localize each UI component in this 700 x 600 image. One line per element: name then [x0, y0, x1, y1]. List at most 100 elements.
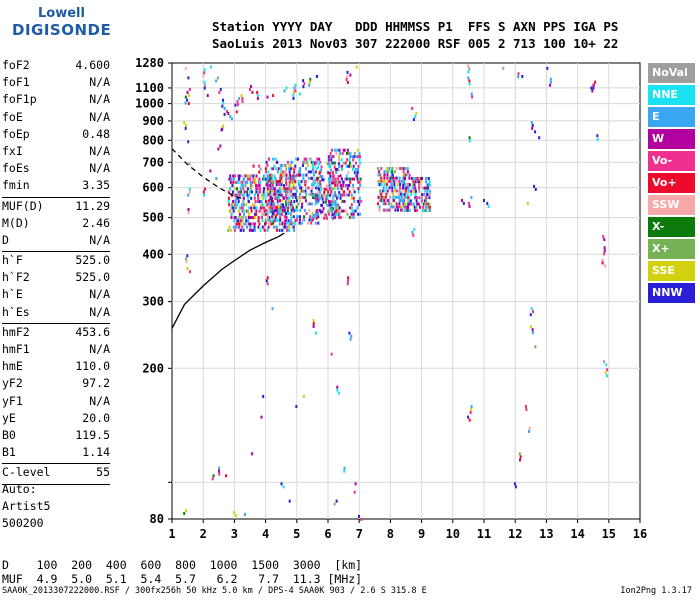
echo-point [389, 183, 392, 187]
param-name: D [2, 232, 9, 247]
echo-point [606, 374, 609, 378]
echo-point [356, 171, 359, 175]
echo-point [270, 173, 273, 177]
echo-point [310, 221, 313, 225]
auto-label: Auto: [2, 482, 37, 496]
echo-point [258, 184, 261, 188]
echo-point [308, 208, 311, 212]
param-value: 20.0 [82, 410, 110, 425]
echo-point [348, 164, 351, 168]
echo-point [237, 180, 240, 184]
echo-point [468, 418, 471, 422]
echo-point [345, 77, 348, 81]
echo-point [248, 87, 251, 91]
logo-line2: DIGISONDE [12, 21, 112, 39]
echo-point [246, 187, 249, 191]
echo-point [340, 177, 343, 181]
echo-point [336, 187, 339, 191]
param-row: hmE 110.0 [2, 359, 110, 376]
legend-item-w: W [648, 129, 695, 149]
echo-point [407, 183, 410, 187]
echo-point [232, 200, 235, 204]
param-row: hmF1 N/A [2, 342, 110, 359]
echo-point [290, 189, 293, 193]
echo-point [294, 174, 297, 178]
echo-point [282, 485, 285, 489]
legend-item-vo: Vo- [648, 151, 695, 171]
echo-point [321, 178, 324, 182]
echo-point [255, 184, 258, 188]
echo-point [230, 212, 233, 216]
echo-point [235, 222, 238, 226]
echo-point [268, 192, 271, 196]
echo-point [255, 190, 258, 194]
echo-point [258, 170, 261, 174]
echo-point [346, 158, 349, 162]
echo-point [285, 205, 288, 209]
echo-point [274, 157, 277, 161]
echo-point [332, 196, 335, 200]
echo-point [350, 203, 353, 207]
echo-point [275, 218, 278, 222]
param-name: fmin [2, 178, 30, 193]
echo-point [291, 203, 294, 207]
echo-point [502, 66, 505, 70]
echo-point [333, 502, 336, 506]
echo-point [335, 171, 338, 175]
echo-point [299, 215, 302, 219]
echo-point [359, 161, 362, 165]
echo-point [530, 307, 533, 311]
echo-point [251, 184, 254, 188]
distance-value: 1000 [195, 558, 238, 572]
echo-point [317, 181, 320, 185]
echo-point [291, 180, 294, 184]
echo-point [262, 174, 265, 178]
echo-point [242, 203, 245, 207]
echo-point [297, 202, 300, 206]
echo-point [400, 179, 403, 183]
echo-point [280, 205, 283, 209]
echo-point [311, 176, 314, 180]
echo-point [421, 209, 424, 212]
echo-point [407, 189, 410, 193]
echo-point [328, 164, 331, 168]
echo-point [292, 225, 295, 229]
echo-point [275, 196, 278, 200]
echo-point [203, 193, 206, 197]
echo-point [353, 151, 356, 155]
echo-point [330, 352, 333, 356]
param-name: MUF(D) [2, 198, 44, 213]
echo-point [295, 405, 298, 408]
echo-point [274, 192, 277, 196]
param-value: 453.6 [75, 324, 110, 339]
echo-point [278, 176, 281, 180]
param-value: 11.29 [75, 198, 110, 213]
echo-point [222, 101, 225, 105]
param-value: N/A [89, 109, 110, 124]
echo-point [184, 95, 187, 99]
echo-point [420, 199, 423, 203]
param-value: 2.46 [82, 215, 110, 230]
echo-point [230, 177, 233, 181]
echo-point [284, 219, 287, 223]
echo-point [248, 212, 251, 216]
echo-point [266, 209, 269, 213]
echo-point [337, 162, 340, 166]
echo-point [308, 202, 311, 206]
echo-point [387, 208, 390, 212]
echo-point [258, 222, 261, 226]
echo-point [233, 187, 236, 191]
echo-point [334, 203, 337, 207]
station-header: Station YYYY DAY DDD HHMMSS P1 FFS S AXN… [212, 18, 618, 52]
echo-point [251, 452, 254, 456]
echo-point [287, 196, 290, 200]
echo-point [292, 184, 295, 188]
echo-point [326, 184, 329, 188]
echo-point [238, 97, 241, 101]
param-value: N/A [89, 232, 110, 247]
echo-point [357, 180, 360, 184]
echo-point [409, 199, 412, 203]
echo-point [272, 218, 275, 222]
echo-point [415, 205, 418, 209]
echo-point [346, 212, 349, 216]
